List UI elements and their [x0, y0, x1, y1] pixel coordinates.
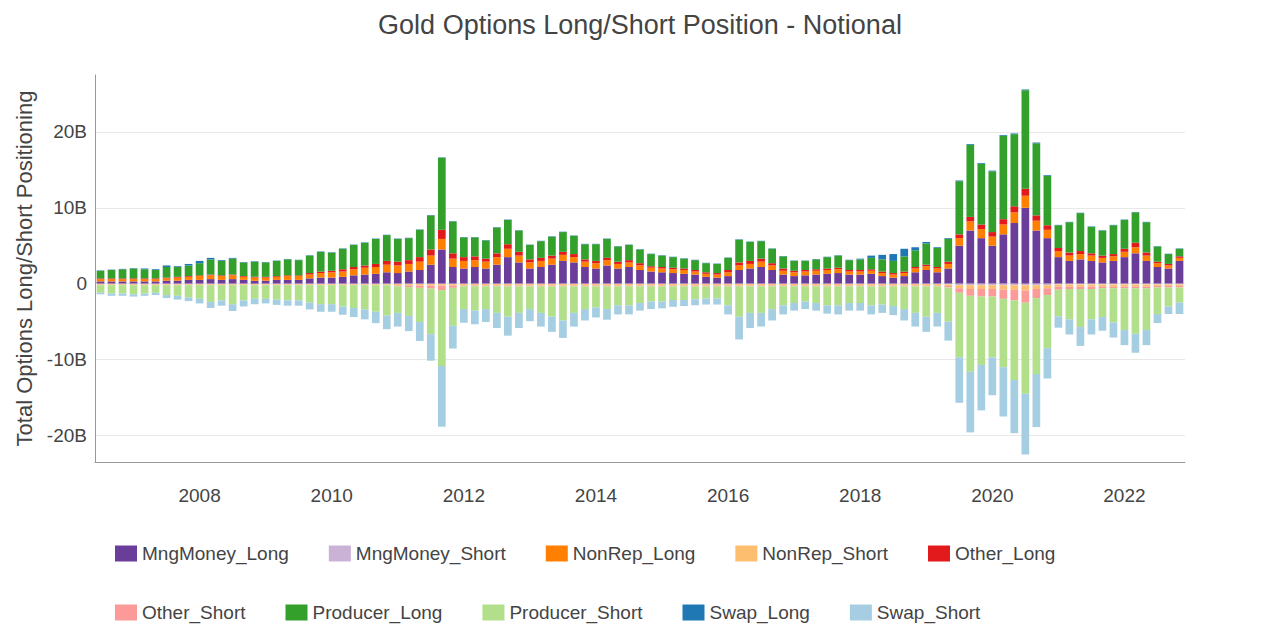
- svg-text:2010: 2010: [311, 485, 353, 506]
- svg-text:2016: 2016: [707, 485, 749, 506]
- svg-text:-20B: -20B: [47, 425, 87, 446]
- svg-text:NonRep_Long: NonRep_Long: [573, 543, 696, 565]
- svg-text:Producer_Short: Producer_Short: [509, 602, 643, 624]
- svg-text:MngMoney_Short: MngMoney_Short: [356, 543, 507, 565]
- svg-text:-10B: -10B: [47, 349, 87, 370]
- svg-text:2018: 2018: [839, 485, 881, 506]
- svg-text:2014: 2014: [575, 485, 618, 506]
- svg-text:Other_Short: Other_Short: [142, 602, 246, 624]
- svg-text:Swap_Short: Swap_Short: [877, 602, 981, 624]
- svg-text:2022: 2022: [1103, 485, 1145, 506]
- svg-text:10B: 10B: [53, 197, 87, 218]
- svg-text:MngMoney_Long: MngMoney_Long: [142, 543, 289, 565]
- svg-text:0: 0: [76, 273, 87, 294]
- svg-text:Total Options Long/Short Posit: Total Options Long/Short Positioning: [12, 91, 37, 447]
- svg-text:Gold Options Long/Short Positi: Gold Options Long/Short Position - Notio…: [378, 10, 902, 40]
- svg-text:Other_Long: Other_Long: [955, 543, 1055, 565]
- svg-text:20B: 20B: [53, 121, 87, 142]
- svg-text:Swap_Long: Swap_Long: [710, 602, 810, 624]
- svg-text:Producer_Long: Producer_Long: [312, 602, 442, 624]
- svg-text:2008: 2008: [178, 485, 220, 506]
- svg-text:2012: 2012: [443, 485, 485, 506]
- svg-text:2020: 2020: [971, 485, 1013, 506]
- svg-text:NonRep_Short: NonRep_Short: [762, 543, 888, 565]
